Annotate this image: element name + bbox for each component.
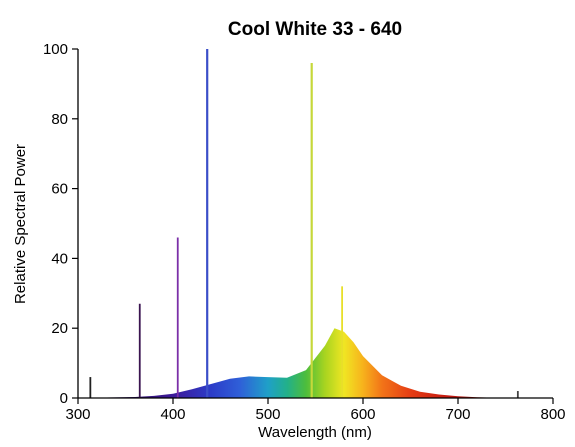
x-tick-label-2: 500 xyxy=(255,406,280,423)
plot-area xyxy=(78,49,553,398)
axes: 300 400 500 600 700 800 0 20 40 60 80 100 xyxy=(43,41,566,423)
x-ticks: 300 400 500 600 700 800 xyxy=(65,398,566,423)
y-axis-label: Relative Spectral Power xyxy=(12,144,29,304)
y-tick-label-4: 80 xyxy=(51,111,68,128)
y-tick-label-3: 60 xyxy=(51,181,68,198)
x-tick-label-4: 700 xyxy=(445,406,470,423)
emission-peaks xyxy=(89,49,519,398)
y-tick-label-2: 40 xyxy=(51,250,68,267)
x-axis-label: Wavelength (nm) xyxy=(258,424,372,441)
x-tick-label-1: 400 xyxy=(160,406,185,423)
continuum-area xyxy=(78,328,553,398)
chart-title: Cool White 33 - 640 xyxy=(228,19,402,40)
y-tick-label-0: 0 xyxy=(60,390,68,407)
x-tick-label-3: 600 xyxy=(350,406,375,423)
y-tick-label-1: 20 xyxy=(51,320,68,337)
x-tick-label-5: 800 xyxy=(540,406,565,423)
y-tick-label-5: 100 xyxy=(43,41,68,58)
x-tick-label-0: 300 xyxy=(65,406,90,423)
y-ticks: 0 20 40 60 80 100 xyxy=(43,41,78,407)
